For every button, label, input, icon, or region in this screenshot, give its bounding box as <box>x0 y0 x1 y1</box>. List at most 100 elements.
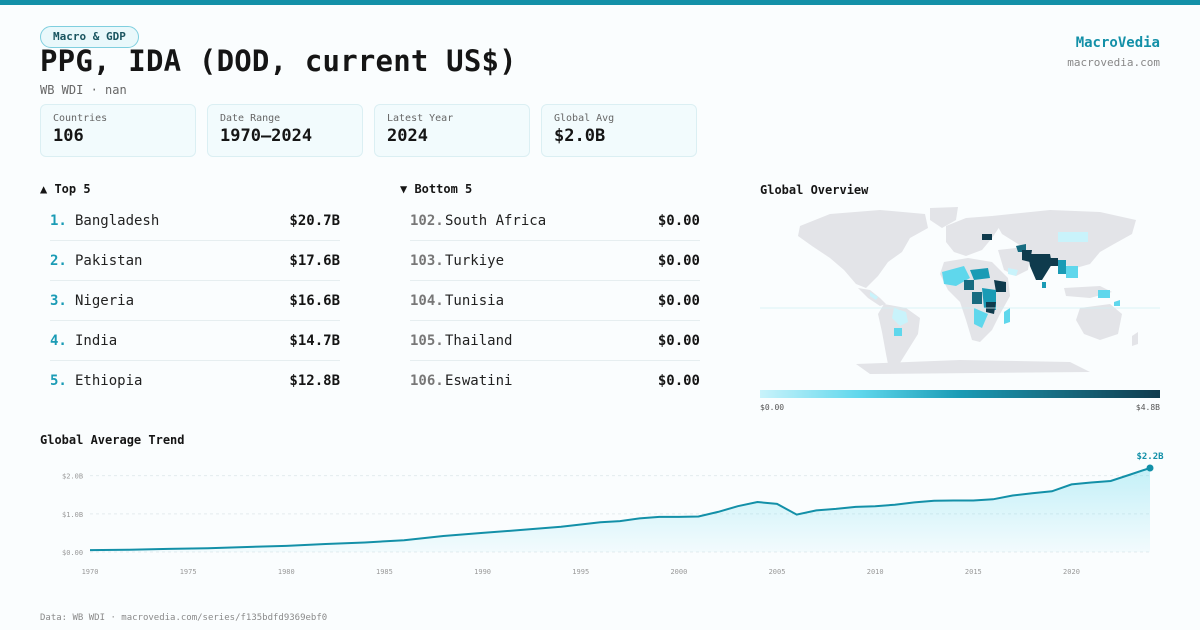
stat-card-global-avg: Global Avg $2.0B <box>541 104 697 157</box>
list-item[interactable]: 104. Tunisia $0.00 <box>410 281 700 321</box>
top-accent-bar <box>0 0 1200 5</box>
southeast-asia-ida <box>1066 266 1078 278</box>
rank-number: 2. <box>50 252 67 269</box>
rank-number: 3. <box>50 292 67 309</box>
trend-end-point[interactable] <box>1146 464 1154 472</box>
y-tick-label: $2.0B <box>62 473 83 481</box>
brand-logo[interactable]: MacroVedia <box>1075 35 1160 51</box>
stat-value: 1970–2024 <box>220 126 313 146</box>
country-value: $17.6B <box>289 252 340 269</box>
australia-landmass <box>1076 304 1122 340</box>
list-item[interactable]: 105. Thailand $0.00 <box>410 321 700 361</box>
top5-heading: ▲ Top 5 <box>40 182 91 196</box>
x-axis-ticks: 1970 1975 1980 1985 1990 1995 2000 2005 2010 2015… <box>82 568 1080 576</box>
drc-ida <box>972 292 982 304</box>
stat-label: Countries <box>53 113 108 124</box>
rank-number: 103. <box>410 252 444 269</box>
rank-number: 106. <box>410 373 444 389</box>
stat-label: Date Range <box>220 113 281 124</box>
list-item[interactable]: 4. India $14.7B <box>50 321 340 361</box>
list-item[interactable]: 1. Bangladesh $20.7B <box>50 201 340 241</box>
country-name: Nigeria <box>75 292 135 309</box>
map-legend-gradient <box>760 390 1160 398</box>
country-value: $0.00 <box>657 373 700 389</box>
madagascar-ida <box>1004 308 1010 324</box>
india-ida <box>1028 254 1052 280</box>
stat-card-latest-year: Latest Year 2024 <box>374 104 530 157</box>
pacific-islands-ida <box>1114 300 1120 306</box>
x-tick-label: 2005 <box>769 568 786 576</box>
country-value: $0.00 <box>657 252 700 269</box>
country-value: $16.6B <box>289 292 340 309</box>
legend-min-label: $0.00 <box>760 403 785 412</box>
central-america-ida <box>870 292 878 300</box>
trend-line <box>89 467 1151 552</box>
x-tick-label: 1995 <box>572 568 589 576</box>
y-tick-label: $1.0B <box>62 511 83 519</box>
greenland-landmass <box>930 207 958 228</box>
x-tick-label: 2000 <box>670 568 687 576</box>
bangladesh-ida <box>1050 258 1058 266</box>
x-tick-label: 1990 <box>474 568 491 576</box>
sahel-ida <box>970 268 990 280</box>
trend-chart[interactable]: $0.00$1.0B$2.0B $2.2B 1970 1975 1980 1985 19… <box>0 445 1200 580</box>
stat-label: Latest Year <box>387 113 454 124</box>
country-value: $14.7B <box>289 332 340 349</box>
central-asia-ida <box>982 234 992 240</box>
trend-title: Global Average Trend <box>40 433 185 447</box>
category-badge[interactable]: Macro & GDP <box>40 26 139 48</box>
stat-value: 106 <box>53 126 84 146</box>
list-item[interactable]: 103. Turkiye $0.00 <box>410 241 700 281</box>
country-name: Turkiye <box>445 252 505 269</box>
rank-number: 4. <box>50 332 67 349</box>
stat-card-countries: Countries 106 <box>40 104 196 157</box>
world-map[interactable] <box>760 204 1160 380</box>
rank-number: 5. <box>50 373 67 389</box>
rank-number: 102. <box>410 212 444 229</box>
country-name: India <box>75 332 118 349</box>
country-name: Bangladesh <box>75 212 160 229</box>
list-item[interactable]: 106. Eswatini $0.00 <box>410 361 700 401</box>
yemen-ida <box>1008 268 1018 276</box>
north-america-landmass <box>798 210 928 288</box>
west-africa-ida <box>942 266 970 286</box>
new-zealand-landmass <box>1132 332 1138 346</box>
antarctica-landmass <box>856 360 1090 374</box>
country-name: Tunisia <box>445 292 505 309</box>
list-item[interactable]: 3. Nigeria $16.6B <box>50 281 340 321</box>
stat-value: 2024 <box>387 126 428 146</box>
country-name: Thailand <box>445 332 513 349</box>
country-value: $0.00 <box>657 332 700 349</box>
sri-lanka-ida <box>1042 282 1046 288</box>
trend-area <box>90 468 1150 552</box>
stat-card-date-range: Date Range 1970–2024 <box>207 104 363 157</box>
footer-source: Data: WB WDI · macrovedia.com/series/f13… <box>40 613 328 623</box>
x-tick-label: 1970 <box>82 568 99 576</box>
country-value: $0.00 <box>657 212 700 229</box>
bottom5-list: 102. South Africa $0.00 103. Turkiye $0.… <box>410 201 700 401</box>
stat-value: $2.0B <box>554 126 606 146</box>
south-america-ida <box>892 308 908 326</box>
bottom5-heading: ▼ Bottom 5 <box>400 182 473 196</box>
myanmar-ida <box>1058 260 1066 274</box>
list-item[interactable]: 2. Pakistan $17.6B <box>50 241 340 281</box>
southern-africa-ida <box>974 308 988 328</box>
country-name: Eswatini <box>445 373 513 389</box>
map-heading: Global Overview <box>760 183 869 197</box>
bolivia-ida <box>894 328 902 336</box>
rank-number: 1. <box>50 212 67 229</box>
x-tick-label: 1985 <box>376 568 393 576</box>
x-tick-label: 2020 <box>1063 568 1080 576</box>
country-value: $20.7B <box>289 212 340 229</box>
list-item[interactable]: 102. South Africa $0.00 <box>410 201 700 241</box>
x-tick-label: 2015 <box>965 568 982 576</box>
page-title: PPG, IDA (DOD, current US$) <box>40 44 517 78</box>
list-item[interactable]: 5. Ethiopia $12.8B <box>50 361 340 401</box>
x-tick-label: 1980 <box>278 568 295 576</box>
europe-landmass <box>946 216 1000 256</box>
page-subtitle: WB WDI · nan <box>40 83 127 97</box>
brand-domain[interactable]: macrovedia.com <box>1067 56 1160 69</box>
x-tick-label: 1975 <box>180 568 197 576</box>
mongolia-ida <box>1058 232 1088 242</box>
country-value: $12.8B <box>289 373 340 389</box>
